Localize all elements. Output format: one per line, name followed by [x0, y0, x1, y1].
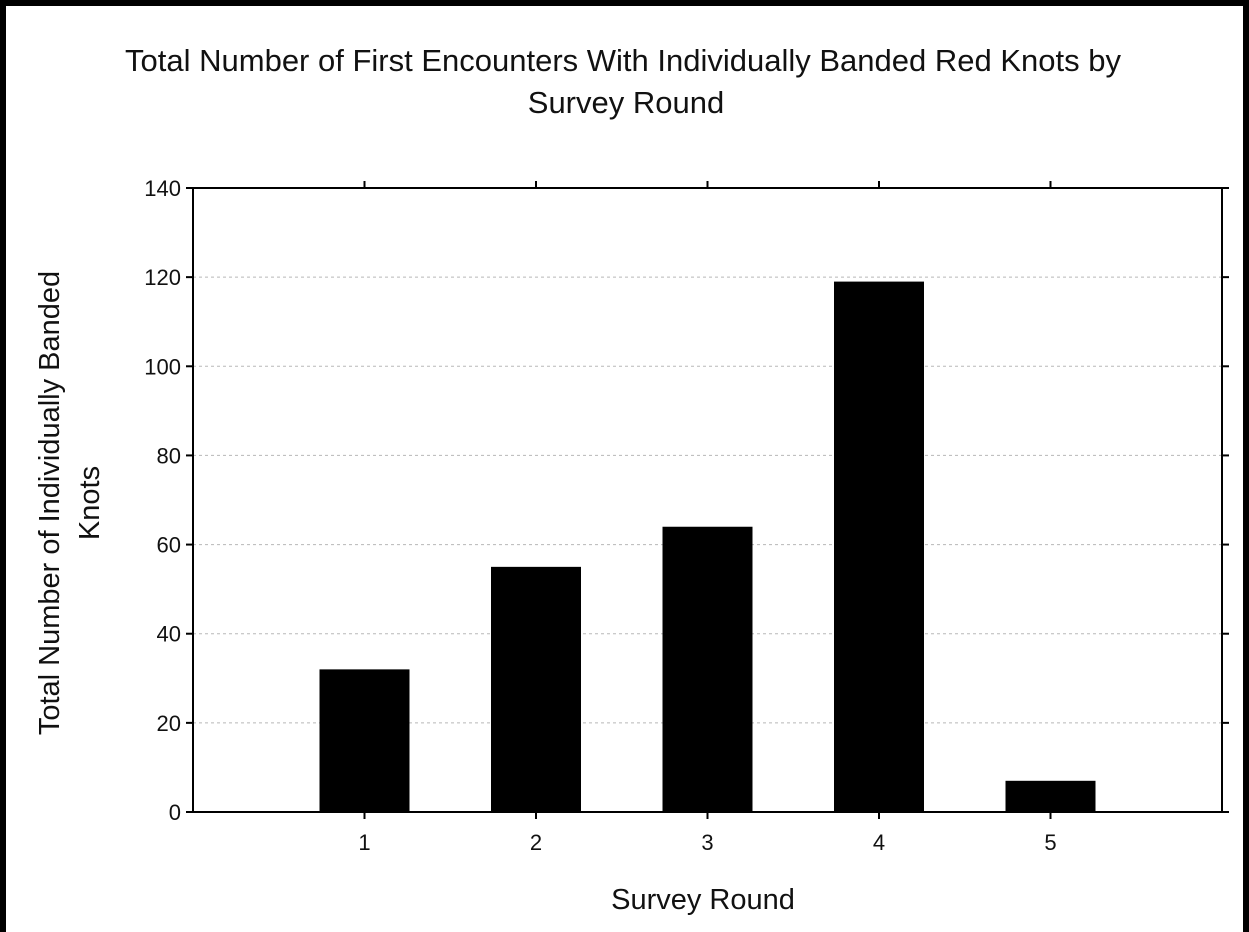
x-tick-label-3: 3	[701, 830, 713, 855]
y-tick-label-80: 80	[157, 443, 181, 468]
y-axis-label-line-2: Knots	[74, 466, 106, 540]
x-axis-ticks: 1 2 3 4 5	[358, 181, 1057, 855]
y-axis-label-line-1: Total Number of Individually Banded	[34, 271, 66, 735]
y-tick-label-40: 40	[157, 622, 181, 647]
bar-2	[491, 566, 581, 812]
y-axis-ticks: 0 20 40 60 80 100 120 140	[144, 176, 1229, 825]
x-tick-label-2: 2	[530, 830, 542, 855]
y-tick-label-140: 140	[144, 176, 181, 201]
bar-1	[319, 669, 410, 812]
y-tick-label-20: 20	[157, 711, 181, 736]
y-tick-label-120: 120	[144, 265, 181, 290]
x-tick-label-4: 4	[873, 830, 885, 855]
chart-title-line-2: Survey Round	[528, 85, 724, 120]
bar-3	[662, 526, 753, 812]
bars	[319, 281, 1096, 813]
x-tick-label-1: 1	[358, 830, 370, 855]
y-tick-label-60: 60	[157, 533, 181, 558]
x-tick-label-5: 5	[1044, 830, 1056, 855]
bar-chart: Total Number of First Encounters With In…	[34, 43, 1229, 916]
bar-4	[834, 281, 924, 813]
chart-title-line-1: Total Number of First Encounters With In…	[125, 43, 1121, 78]
chart-title: Total Number of First Encounters With In…	[125, 43, 1121, 120]
bar-5	[1005, 780, 1096, 812]
x-axis-label: Survey Round	[611, 884, 795, 916]
y-axis-label: Total Number of Individually Banded Knot…	[34, 271, 106, 735]
y-tick-label-0: 0	[169, 800, 181, 825]
y-tick-label-100: 100	[144, 354, 181, 379]
